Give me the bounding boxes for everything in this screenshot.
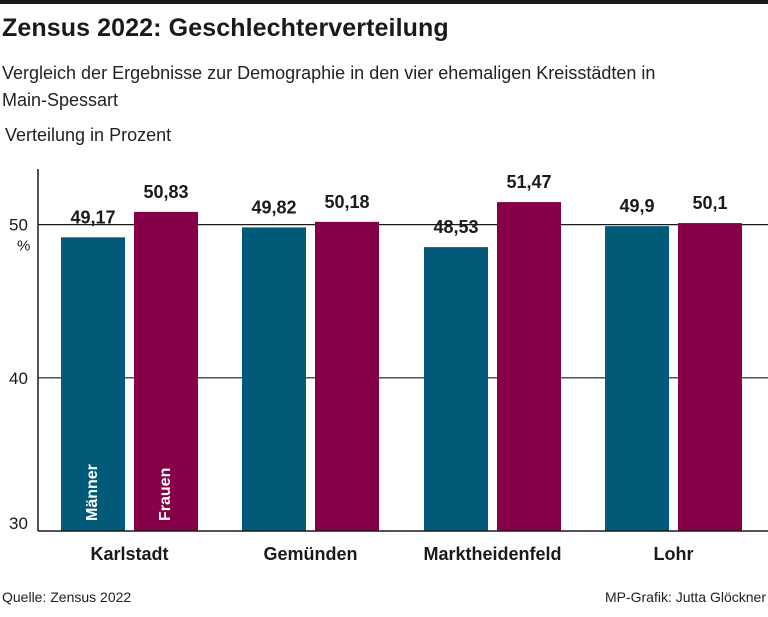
x-category-label-3: Lohr: [654, 544, 694, 564]
top-rule: [0, 0, 768, 4]
chart-title: Zensus 2022: Geschlechterverteilung: [2, 14, 449, 42]
data-label-women-2: 51,47: [506, 172, 551, 192]
bar-men-0: [61, 237, 125, 531]
legend-label-men: Männer: [84, 464, 101, 521]
x-category-label-0: Karlstadt: [90, 544, 168, 564]
data-label-men-0: 49,17: [70, 207, 115, 227]
data-label-men-3: 49,9: [619, 196, 654, 216]
legend-label-women: Frauen: [157, 468, 174, 521]
unit-label: Verteilung in Prozent: [5, 125, 172, 145]
chart-subtitle: Vergleich der Ergebnisse zur Demographie…: [2, 63, 656, 110]
bar-men-3: [605, 226, 669, 531]
y-unit-label: %: [17, 238, 30, 255]
x-category-label-1: Gemünden: [263, 544, 357, 564]
bar-women-3: [678, 223, 742, 531]
data-label-women-0: 50,83: [143, 182, 188, 202]
bar-men-1: [242, 227, 306, 532]
data-label-men-1: 49,82: [251, 197, 296, 217]
y-tick-label-30: 30: [9, 514, 28, 533]
bar-men-2: [424, 247, 488, 531]
y-tick-label-50: 50: [9, 216, 28, 235]
x-category-label-2: Marktheidenfeld: [423, 544, 561, 564]
source-note: Quelle: Zensus 2022: [2, 589, 132, 605]
bar-chart: 30 40 50% 49,17 Männer 50,83 Frauen Karlstadt 49…: [9, 169, 768, 564]
data-label-women-3: 50,1: [692, 193, 727, 213]
data-label-women-1: 50,18: [324, 192, 369, 212]
data-label-men-2: 48,53: [433, 217, 478, 237]
credit-note: MP-Grafik: Jutta Glöckner: [604, 589, 766, 605]
bar-women-0: [134, 211, 198, 531]
bar-women-1: [315, 221, 379, 532]
bar-women-2: [497, 202, 561, 531]
y-tick-label-40: 40: [9, 369, 28, 388]
